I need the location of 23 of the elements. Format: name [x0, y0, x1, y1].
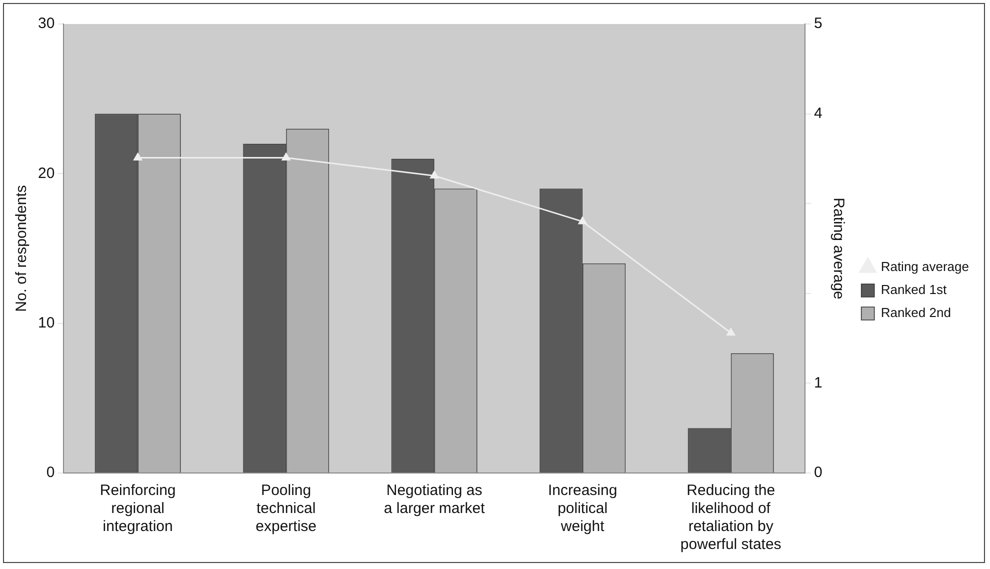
y-tick-label: 0 [46, 464, 55, 482]
y-tick-label: 10 [38, 314, 55, 332]
y2-axis-title: Rating average [830, 198, 848, 300]
point [134, 153, 142, 161]
x-tick-label: Negotiating as a larger market [384, 482, 486, 518]
y-axis-title: No. of respondents [13, 185, 30, 312]
y-tick-label: 30 [38, 15, 55, 32]
y2-tick-label: 0 [814, 464, 822, 482]
y2-tick-label: 1 [814, 374, 822, 392]
x-tick-label: Increasing political weight [548, 482, 618, 536]
x-tick-label: Reinforcing regional integration [100, 482, 176, 536]
y2-tick-label: 4 [814, 104, 822, 122]
point [430, 171, 439, 179]
point [282, 153, 290, 161]
y2-tick-label: 5 [814, 15, 822, 32]
legend-label: Ranked 2nd [880, 305, 951, 320]
point [578, 216, 587, 224]
point [726, 328, 736, 336]
legend-label: Rating average [880, 259, 970, 274]
x-tick-label: Pooling technical expertise [256, 482, 317, 536]
y-tick-label: 20 [38, 164, 55, 182]
x-tick-label: Reducing the likelihood of retaliation by powerful states [680, 482, 782, 554]
legend-label: Ranked 1st [880, 282, 947, 298]
